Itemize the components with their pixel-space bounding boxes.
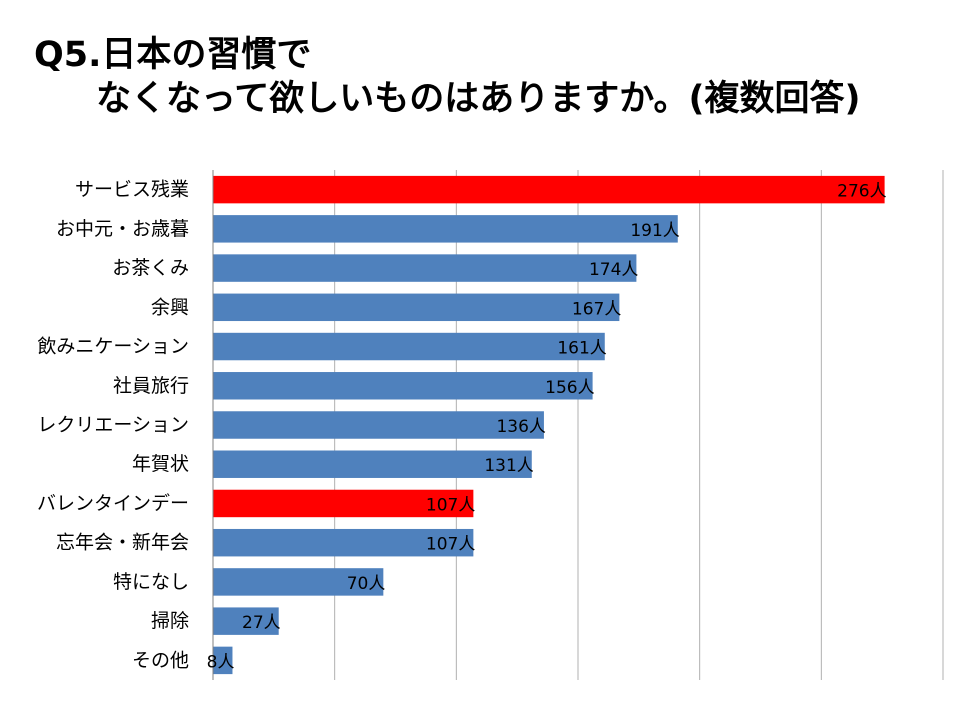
- bar: [213, 646, 233, 675]
- bar: [213, 254, 637, 282]
- bar: [213, 568, 384, 596]
- value-label: 156人: [545, 378, 594, 398]
- value-label: 136人: [496, 417, 545, 437]
- category-label: 飲みニケーション: [37, 336, 189, 358]
- value-label: 70人: [347, 574, 386, 594]
- chart-title-line1: Q5.日本の習慣で: [34, 35, 312, 75]
- category-label: サービス残業: [75, 179, 189, 201]
- category-label: 掃除: [151, 610, 189, 632]
- category-label: 忘年会・新年会: [56, 532, 189, 554]
- value-label: 161人: [557, 339, 606, 359]
- chart-title: Q5.日本の習慣で なくなって欲しいものはありますか。(複数回答): [34, 38, 944, 117]
- category-label: バレンタインデー: [37, 492, 189, 514]
- category-label: 特になし: [113, 571, 189, 593]
- bar: [213, 411, 544, 439]
- category-label: その他: [132, 649, 189, 671]
- value-label: 8人: [207, 652, 235, 672]
- value-label: 27人: [242, 613, 281, 633]
- bar: [213, 332, 605, 361]
- bar: [213, 528, 474, 557]
- bar: [213, 175, 885, 204]
- bar: [213, 215, 678, 243]
- chart-title-line2: なくなって欲しいものはありますか。(複数回答): [96, 79, 861, 119]
- category-label: 年賀状: [132, 453, 189, 475]
- value-label: 276人: [837, 182, 886, 202]
- category-label: 余興: [151, 296, 189, 318]
- bar: [213, 607, 279, 635]
- category-label: 社員旅行: [113, 375, 189, 397]
- bar: [213, 293, 620, 322]
- bar: [213, 450, 532, 478]
- value-label: 174人: [589, 260, 638, 280]
- category-label: レクリエーション: [37, 414, 189, 436]
- value-label: 107人: [426, 535, 475, 555]
- value-label: 191人: [630, 221, 679, 241]
- category-label: お中元・お歳暮: [56, 218, 189, 240]
- value-label: 107人: [426, 495, 475, 515]
- value-label: 131人: [484, 456, 533, 476]
- bars: [213, 175, 885, 675]
- value-label: 167人: [572, 299, 621, 319]
- bar: [213, 372, 593, 400]
- bar: [213, 489, 474, 518]
- category-label: お茶くみ: [112, 257, 189, 279]
